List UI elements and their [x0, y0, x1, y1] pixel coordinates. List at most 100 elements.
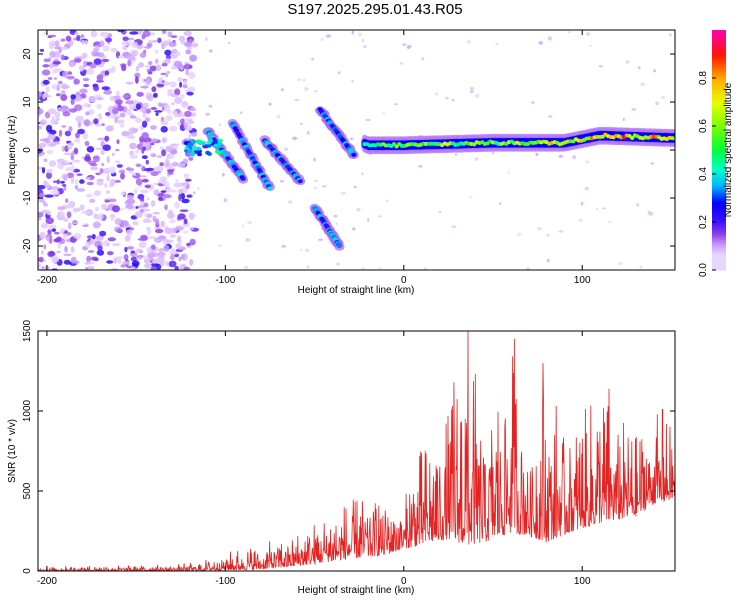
sparse-dot — [631, 108, 637, 111]
noise-blob — [60, 180, 65, 184]
sparse-dot — [302, 78, 306, 82]
noise-blob — [77, 128, 85, 135]
colorbar-label: Normalized spectral amplitude — [723, 82, 734, 217]
noise-blob — [79, 65, 84, 72]
colorbar-step — [712, 116, 726, 119]
noise-blob — [38, 192, 46, 198]
noise-blob — [156, 154, 163, 159]
sparse-dot — [336, 222, 338, 226]
sparse-dot — [495, 42, 498, 46]
noise-blob — [53, 77, 58, 80]
noise-blob — [89, 62, 97, 69]
cluster-blob — [187, 148, 193, 153]
noise-blob — [69, 108, 77, 113]
colorbar-step — [712, 224, 726, 227]
noise-blob — [168, 260, 177, 268]
noise-blob — [184, 42, 193, 47]
noise-blob — [84, 156, 92, 162]
noise-blob — [130, 250, 135, 254]
colorbar-step — [712, 266, 726, 269]
noise-blob — [150, 266, 156, 270]
noise-blob — [54, 46, 61, 50]
sparse-dot — [318, 238, 323, 241]
sparse-dot — [421, 56, 425, 61]
noise-blob — [99, 40, 105, 47]
noise-blob — [160, 220, 165, 228]
noise-blob — [101, 203, 108, 210]
noise-blob — [168, 41, 177, 48]
noise-blob — [88, 61, 93, 65]
colorbar-step — [712, 232, 726, 235]
noise-blob — [164, 159, 170, 167]
noise-blob — [106, 174, 110, 182]
noise-blob — [51, 116, 55, 122]
noise-blob — [150, 171, 159, 177]
noise-blob — [63, 152, 72, 156]
colorbar-step — [712, 214, 726, 217]
noise-blob — [121, 41, 128, 46]
ridge-core — [672, 136, 675, 141]
noise-blob — [83, 119, 91, 127]
colorbar-step — [712, 156, 726, 159]
sparse-dot — [240, 111, 243, 114]
noise-blob — [178, 188, 183, 194]
snr-y-ticks: 0 500 1000 1500 — [22, 319, 675, 574]
sparse-dot — [363, 45, 367, 48]
noise-blob — [58, 80, 63, 85]
colorbar-step — [712, 120, 726, 123]
noise-blob — [150, 107, 158, 110]
colorbar-step — [712, 228, 726, 231]
colorbar-step — [712, 104, 726, 107]
colorbar-step — [712, 152, 726, 155]
colorbar-step — [712, 192, 726, 195]
noise-blob — [189, 238, 196, 246]
colorbar-step — [712, 140, 726, 143]
sparse-dot — [193, 214, 197, 217]
colorbar-step — [712, 100, 726, 103]
noise-blob — [106, 260, 114, 264]
colorbar-step — [712, 64, 726, 67]
colorbar-step — [712, 148, 726, 151]
x-tick-label: 0 — [401, 576, 407, 587]
noise-blob — [46, 171, 52, 180]
noise-blob — [118, 55, 125, 59]
noise-blob — [142, 255, 149, 260]
noise-blob — [154, 49, 159, 54]
y-tick-label: 1500 — [22, 319, 33, 342]
colorbar-step — [712, 164, 726, 167]
noise-blob — [134, 72, 141, 79]
colorbar-step — [712, 154, 726, 157]
noise-blob — [40, 198, 45, 203]
noise-blob — [93, 85, 100, 92]
noise-blob — [70, 177, 75, 184]
colorbar-step — [712, 242, 726, 245]
x-tick-label: -200 — [37, 576, 57, 587]
noise-blob — [145, 159, 149, 165]
noise-blob — [38, 91, 42, 98]
colorbar-step — [712, 34, 726, 37]
noise-blob — [152, 211, 160, 215]
noise-blob — [189, 258, 194, 266]
noise-blob — [79, 179, 85, 184]
noise-blob — [180, 118, 185, 125]
noise-blob — [164, 260, 170, 267]
noise-blob — [52, 139, 57, 142]
noise-blob — [65, 35, 72, 42]
sparse-dot — [307, 265, 310, 269]
x-tick-label: -100 — [215, 275, 235, 286]
noise-blob — [117, 30, 125, 33]
colorbar-step — [712, 212, 726, 215]
noise-blob — [170, 254, 175, 261]
noise-blob — [126, 108, 132, 116]
noise-blob — [183, 61, 190, 65]
colorbar-step — [712, 248, 726, 251]
noise-blob — [126, 194, 134, 200]
noise-blob — [73, 37, 77, 41]
noise-blob — [122, 94, 130, 98]
noise-blob — [170, 233, 176, 238]
noise-blob — [126, 246, 135, 250]
noise-blob — [183, 218, 188, 225]
noise-blob — [89, 198, 96, 203]
streak-core — [267, 186, 273, 191]
